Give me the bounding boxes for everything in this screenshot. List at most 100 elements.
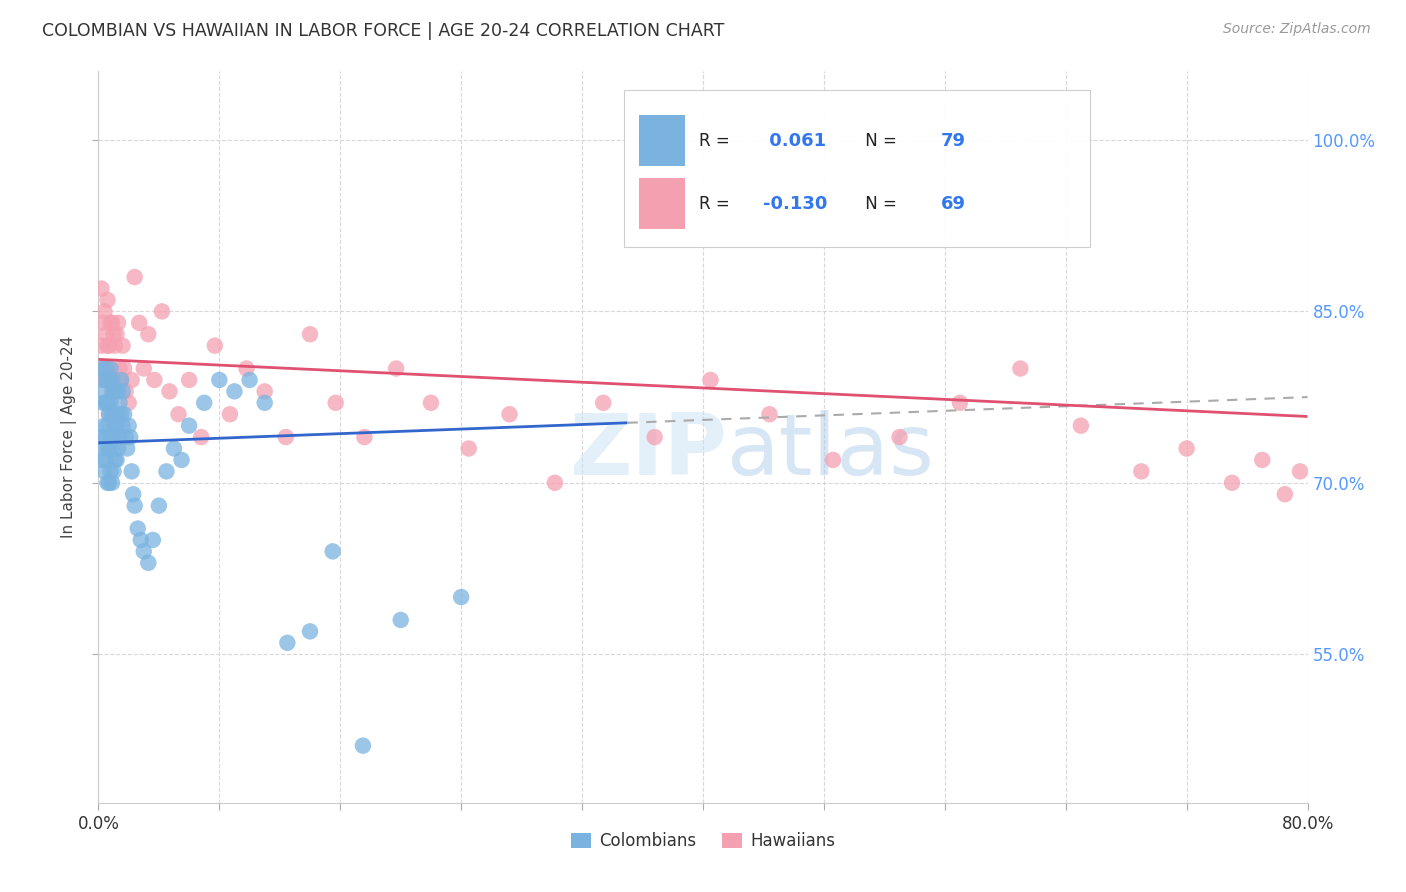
Point [204, 339, 226, 353]
Point [118, 418, 141, 433]
Point [94, 430, 117, 444]
Point [148, 499, 170, 513]
Y-axis label: In Labor Force | Age 20-24: In Labor Force | Age 20-24 [60, 336, 77, 538]
Point [498, 407, 520, 421]
Point [91, 373, 114, 387]
Point [101, 407, 124, 421]
Point [101, 475, 124, 490]
Point [107, 442, 129, 456]
Point [193, 396, 215, 410]
Point [104, 418, 127, 433]
Point [136, 327, 159, 342]
Point [114, 384, 136, 399]
Point [103, 327, 125, 342]
Point [93, 418, 115, 433]
Point [1010, 361, 1032, 376]
Point [115, 442, 138, 456]
Text: Source: ZipAtlas.com: Source: ZipAtlas.com [1223, 22, 1371, 37]
Point [276, 636, 298, 650]
Point [167, 407, 190, 421]
Point [91, 361, 114, 376]
Point [821, 453, 844, 467]
Point [96, 339, 118, 353]
Point [96, 418, 118, 433]
Point [758, 407, 780, 421]
Point [94, 453, 117, 467]
Point [239, 373, 262, 387]
Point [111, 339, 134, 353]
Text: ZIP: ZIP [569, 410, 727, 493]
Point [299, 327, 322, 342]
FancyBboxPatch shape [638, 115, 685, 166]
Point [98, 407, 121, 421]
Point [93, 384, 115, 399]
Point [661, 133, 683, 147]
Point [94, 361, 117, 376]
Point [96, 442, 118, 456]
Point [128, 316, 150, 330]
Point [155, 464, 177, 478]
Point [104, 339, 127, 353]
Point [100, 361, 122, 376]
Text: N =: N = [860, 194, 903, 212]
Legend: Colombians, Hawaiians: Colombians, Hawaiians [564, 825, 842, 856]
Point [96, 396, 118, 410]
Point [1289, 464, 1312, 478]
Point [122, 487, 145, 501]
Point [98, 373, 121, 387]
Point [253, 396, 276, 410]
Point [420, 396, 443, 410]
Text: 79: 79 [941, 132, 966, 150]
Point [325, 396, 347, 410]
Point [253, 384, 276, 399]
Point [90, 281, 112, 295]
Point [108, 361, 131, 376]
Point [114, 430, 136, 444]
Text: COLOMBIAN VS HAWAIIAN IN LABOR FORCE | AGE 20-24 CORRELATION CHART: COLOMBIAN VS HAWAIIAN IN LABOR FORCE | A… [42, 22, 724, 40]
Point [219, 407, 242, 421]
FancyBboxPatch shape [638, 178, 685, 229]
Point [96, 373, 118, 387]
Point [170, 453, 193, 467]
Point [159, 384, 181, 399]
Point [235, 361, 257, 376]
Point [450, 590, 472, 604]
Point [89, 430, 111, 444]
Point [143, 373, 166, 387]
Point [104, 384, 127, 399]
Text: 0.061: 0.061 [763, 132, 827, 150]
Text: 69: 69 [941, 194, 966, 212]
Point [124, 499, 146, 513]
Point [179, 418, 201, 433]
Point [592, 396, 614, 410]
Point [101, 316, 124, 330]
Point [105, 384, 128, 399]
Point [101, 384, 124, 399]
Point [93, 373, 115, 387]
Point [163, 442, 186, 456]
Point [129, 533, 152, 547]
Text: -0.130: -0.130 [763, 194, 828, 212]
Point [132, 361, 155, 376]
Point [103, 464, 125, 478]
Point [385, 361, 408, 376]
Point [91, 396, 114, 410]
Point [179, 373, 201, 387]
Point [98, 339, 121, 353]
Point [105, 453, 128, 467]
Point [1175, 442, 1198, 456]
Point [352, 739, 374, 753]
Point [96, 396, 118, 410]
Point [94, 373, 117, 387]
Point [101, 373, 124, 387]
Point [105, 418, 128, 433]
Point [644, 430, 666, 444]
Point [98, 361, 121, 376]
Point [208, 373, 231, 387]
Point [127, 521, 149, 535]
Text: atlas: atlas [727, 410, 935, 493]
Text: N =: N = [860, 132, 903, 150]
Point [136, 556, 159, 570]
Point [699, 373, 721, 387]
Point [190, 430, 212, 444]
